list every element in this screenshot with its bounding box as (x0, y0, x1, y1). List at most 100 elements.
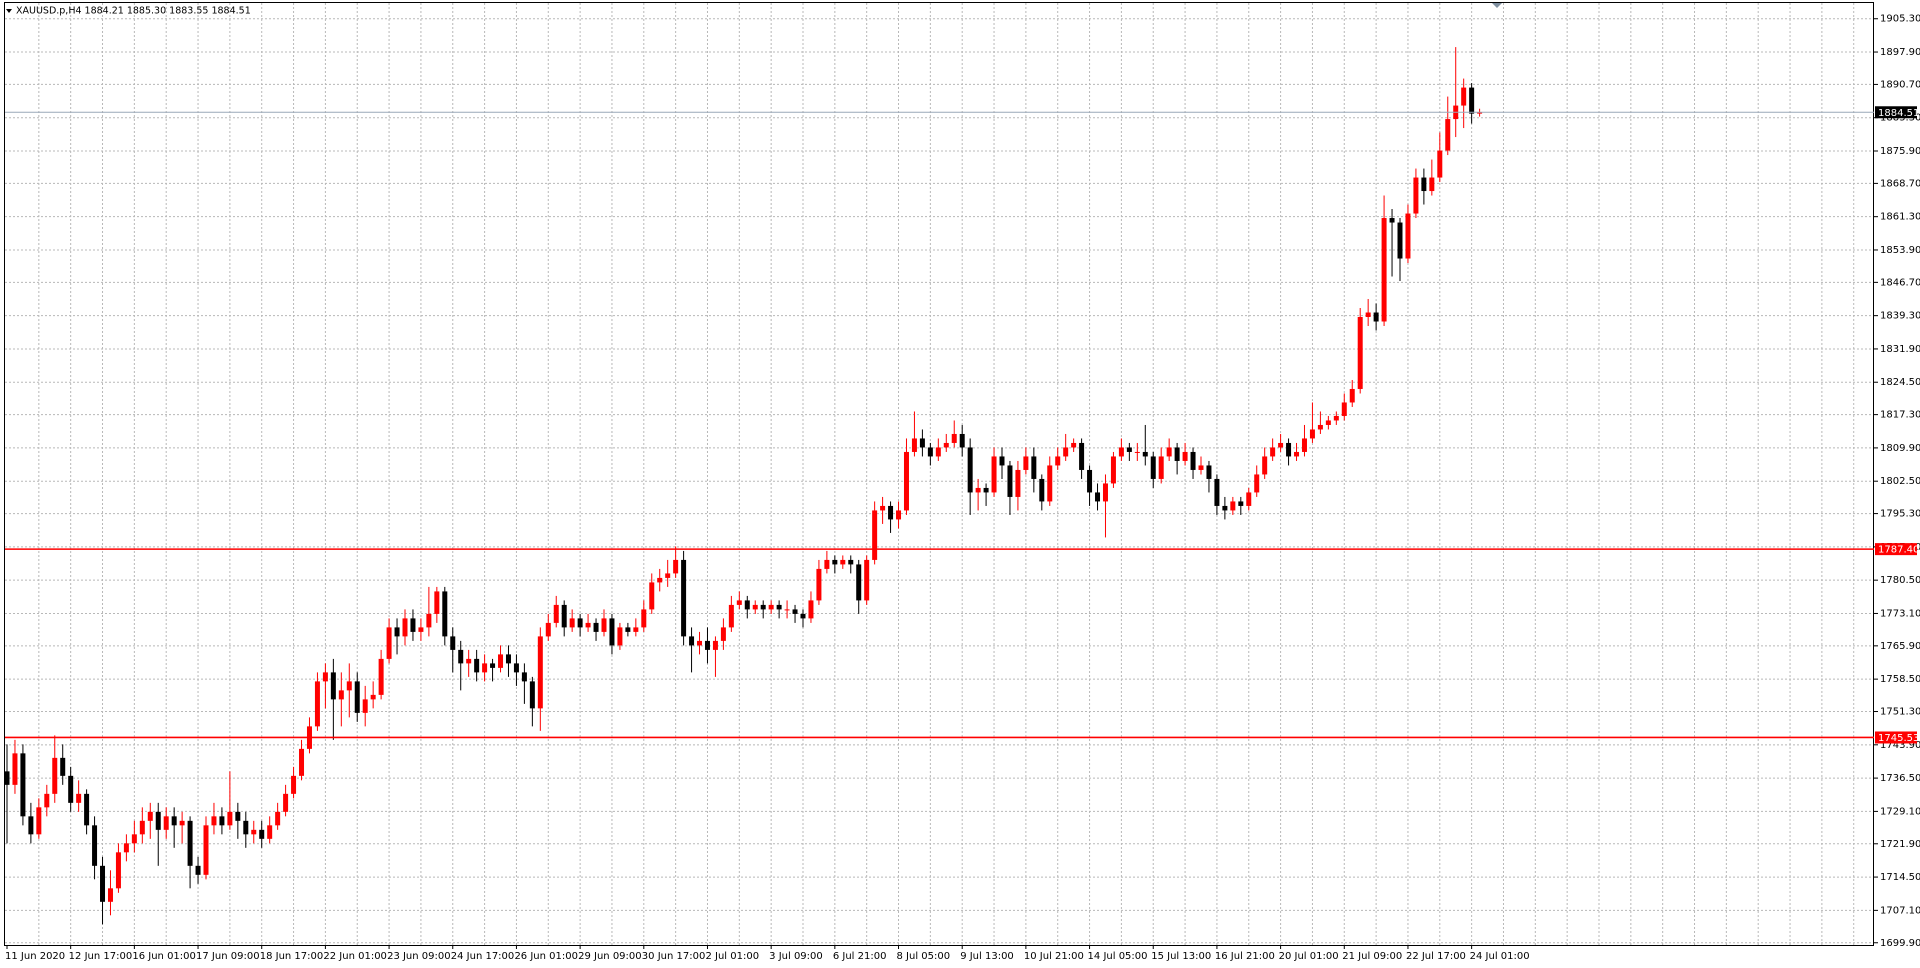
y-tick-label: 1743.90 (1880, 740, 1920, 751)
y-tick-label: 1780.50 (1880, 575, 1920, 586)
candle-body (1055, 456, 1061, 466)
candle-body (107, 888, 113, 902)
candle-body (951, 433, 957, 443)
candle-body (1469, 87, 1475, 114)
level-label: 1787.40 (1878, 545, 1919, 556)
candle-body (1301, 438, 1307, 452)
candle-body (1134, 451, 1140, 453)
candle-body (1063, 447, 1069, 457)
candle-body (545, 622, 551, 637)
candle-body (1079, 442, 1085, 470)
candle-body (760, 604, 766, 610)
candle-body (1262, 456, 1268, 475)
candle-body (521, 672, 527, 682)
candle-body (609, 618, 615, 646)
candle-body (1286, 442, 1292, 457)
candle-body (1023, 456, 1029, 470)
candle-body (386, 627, 392, 659)
candle-body (498, 654, 504, 668)
candle-body (617, 627, 623, 646)
candle-body (800, 613, 806, 619)
y-tick-label: 1795.30 (1880, 509, 1920, 520)
x-tick-label: 3 Jul 09:00 (769, 951, 823, 962)
shift-marker[interactable] (1492, 3, 1502, 8)
candle-body (537, 636, 543, 709)
y-tick-label: 1824.50 (1880, 377, 1920, 388)
candle-body (139, 820, 145, 835)
candle-body (36, 807, 42, 835)
y-tick-label: 1751.30 (1880, 707, 1920, 718)
x-tick-label: 9 Jul 13:00 (960, 951, 1014, 962)
candle-body (505, 654, 511, 664)
candle-body (243, 820, 249, 835)
candle-body (1031, 456, 1037, 479)
y-tick-label: 1897.90 (1880, 47, 1920, 58)
candle-body (1126, 447, 1132, 452)
candle-body (1381, 218, 1387, 322)
candle-body (28, 816, 34, 835)
candle-body (1341, 402, 1347, 416)
y-tick-label: 1729.10 (1880, 806, 1920, 817)
candle-body (426, 613, 432, 628)
candle-body (593, 622, 599, 632)
candle-body (1445, 119, 1451, 151)
candle-body (848, 559, 854, 565)
candle-body (370, 694, 376, 700)
x-tick-label: 16 Jul 21:00 (1215, 951, 1275, 962)
candle-body (1198, 465, 1204, 470)
candle-body (744, 600, 750, 610)
candle-body (1102, 483, 1108, 502)
x-tick-label: 29 Jun 09:00 (578, 951, 642, 962)
x-tick-label: 22 Jul 17:00 (1406, 951, 1466, 962)
x-tick-label: 24 Jul 01:00 (1470, 951, 1530, 962)
y-tick-label: 1802.50 (1880, 476, 1920, 487)
candle-body (338, 690, 344, 700)
candle-body (100, 865, 106, 902)
candle-body (808, 600, 814, 619)
candle-body (291, 775, 297, 794)
candle-body (482, 663, 488, 673)
candle-body (1270, 447, 1276, 457)
y-tick-label: 1853.90 (1880, 245, 1920, 256)
candle-body (354, 681, 360, 713)
candle-body (299, 748, 305, 776)
candle-body (625, 627, 631, 632)
candle-body (959, 433, 965, 448)
candle-body (935, 447, 941, 457)
y-tick-label: 1868.70 (1880, 178, 1920, 189)
x-tick-label: 6 Jul 21:00 (833, 951, 887, 962)
candle-body (816, 568, 822, 601)
candle-body (259, 829, 265, 839)
candle-body (203, 825, 209, 875)
candle-body (227, 811, 233, 826)
candle-body (60, 757, 66, 776)
candle-body (1461, 87, 1467, 106)
mark-layer (4, 47, 1483, 925)
candle-body (68, 775, 74, 803)
candle-body (1222, 505, 1228, 511)
candle-body (1047, 465, 1053, 502)
candle-body (529, 681, 535, 709)
x-tick-label: 20 Jul 01:00 (1279, 951, 1339, 962)
candle-body (84, 793, 90, 826)
candle-body (553, 604, 559, 623)
candle-body (601, 618, 607, 632)
candle-body (1182, 451, 1188, 461)
candle-body (999, 456, 1005, 466)
candle-body (314, 681, 320, 727)
candle-body (824, 559, 830, 569)
candle-body (792, 609, 798, 614)
candle-body (728, 604, 734, 628)
candle-body (466, 658, 472, 664)
candle-body (1190, 451, 1196, 470)
menu-arrow[interactable] (6, 9, 12, 13)
candle-body (1349, 388, 1355, 403)
candle-body (20, 753, 26, 817)
x-tick-label: 18 Jun 17:00 (260, 951, 324, 962)
candle-body (1214, 478, 1220, 506)
candle-body (76, 793, 82, 803)
candle-body (633, 627, 639, 632)
candle-body (1413, 177, 1419, 214)
candle-body (768, 604, 774, 610)
candle-body (649, 582, 655, 610)
